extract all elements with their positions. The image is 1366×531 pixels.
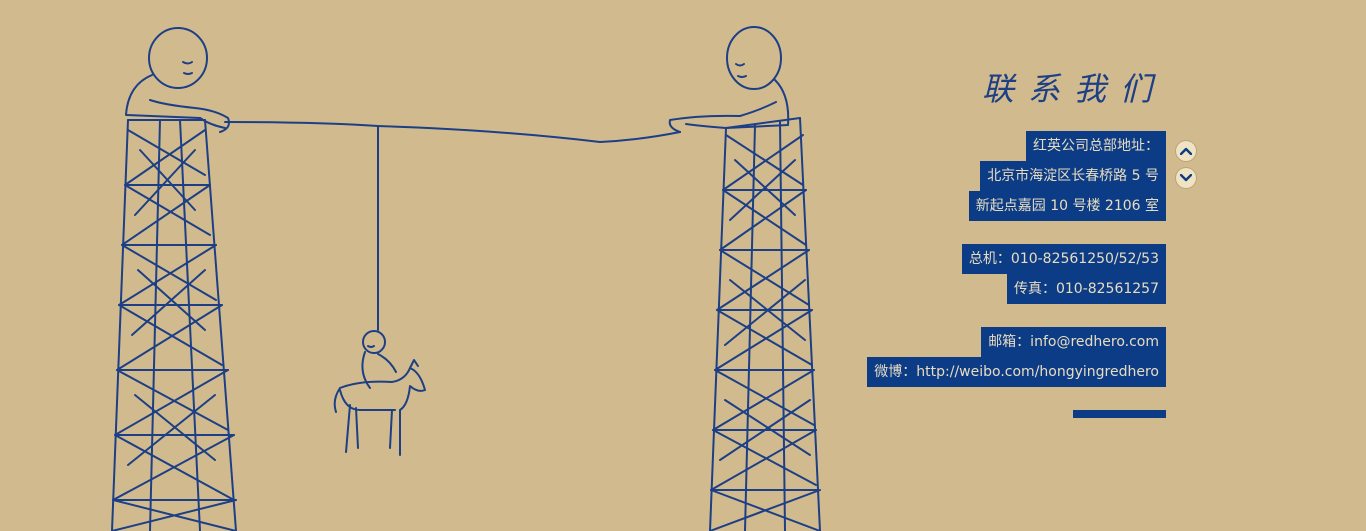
email-link[interactable]: 邮箱：info@redhero.com <box>981 327 1166 357</box>
page-title: 联系我们 <box>981 70 1166 108</box>
right-figure <box>668 26 790 133</box>
fax-number: 传真：010-82561257 <box>1006 274 1166 304</box>
weibo-link[interactable]: 微博：http://weibo.com/hongyingredhero <box>867 357 1166 387</box>
scroll-down-button[interactable] <box>1176 168 1196 188</box>
phone-block: 总机：010-82561250/52/53 传真：010-82561257 <box>961 244 1166 304</box>
address-label: 红英公司总部地址： <box>1026 131 1166 161</box>
left-figure <box>125 27 230 133</box>
scroll-up-button[interactable] <box>1176 141 1196 161</box>
chevron-down-icon <box>1180 174 1192 182</box>
horse-rider <box>333 330 426 456</box>
address-line-2: 新起点嘉园 10 号楼 2106 室 <box>968 191 1166 221</box>
right-lattice-tower <box>709 117 821 531</box>
address-line-1: 北京市海淀区长春桥路 5 号 <box>980 161 1166 191</box>
phone-number: 总机：010-82561250/52/53 <box>961 244 1166 274</box>
address-block: 红英公司总部地址： 北京市海淀区长春桥路 5 号 新起点嘉园 10 号楼 210… <box>968 131 1166 221</box>
online-block: 邮箱：info@redhero.com 微博：http://weibo.com/… <box>867 327 1166 387</box>
left-lattice-tower <box>111 119 237 531</box>
chevron-up-icon <box>1180 147 1192 155</box>
accent-bar <box>1073 410 1166 418</box>
rope <box>224 121 681 143</box>
